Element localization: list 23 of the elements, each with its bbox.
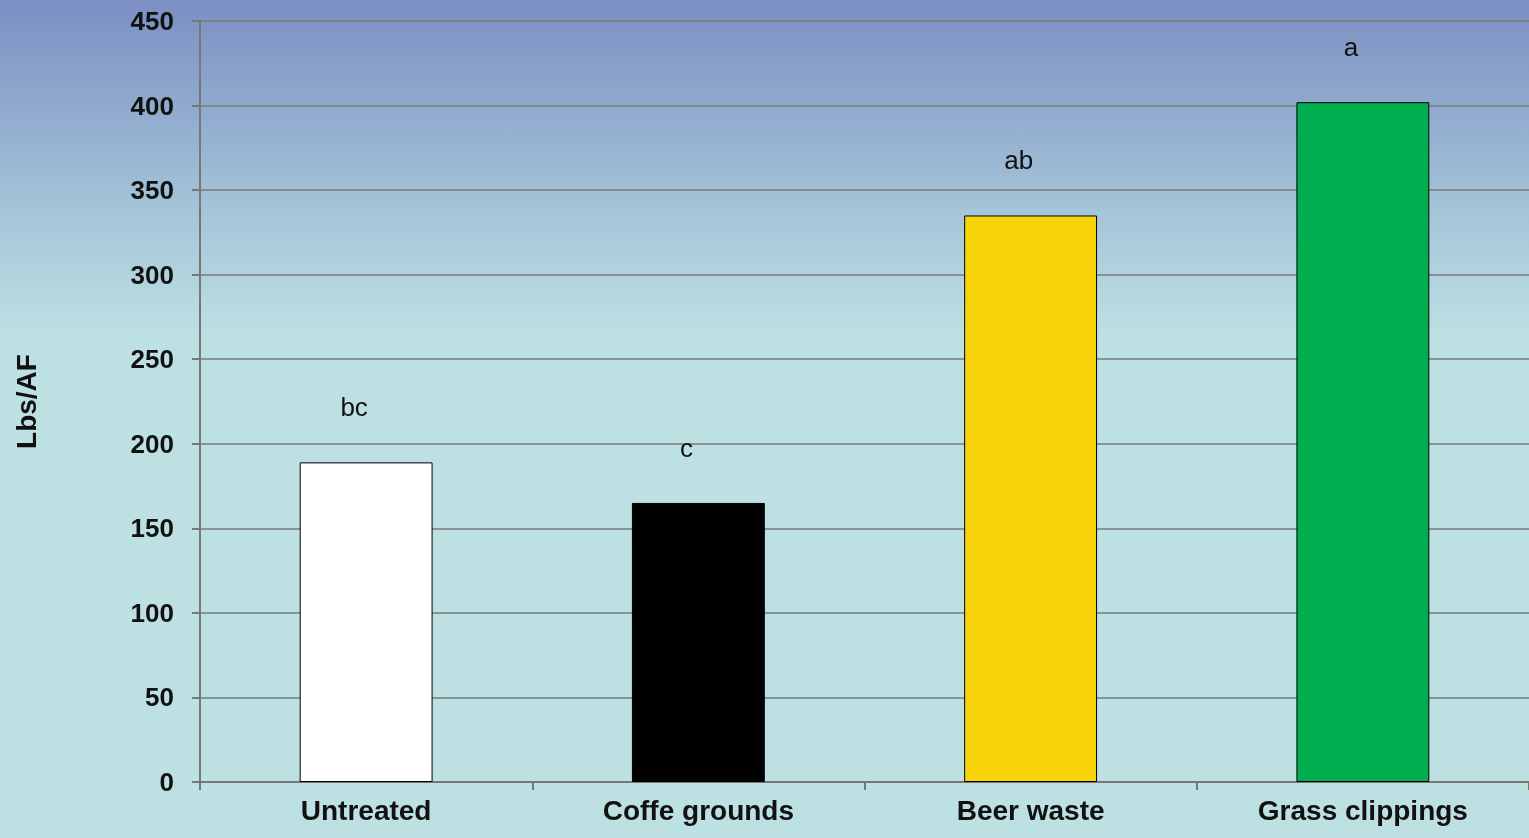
y-tick-label: 400: [130, 90, 174, 121]
x-tick-label: Untreated: [300, 794, 432, 826]
bar: [1296, 102, 1430, 782]
y-tick-label: 200: [130, 428, 174, 459]
annotation: a: [1343, 32, 1359, 63]
y-tick-label: 250: [130, 344, 174, 375]
y-tick-label: 0: [159, 767, 174, 797]
annotation: c: [679, 432, 693, 463]
annotation: bc: [340, 392, 368, 423]
y-tick-label: 350: [130, 175, 174, 206]
x-tick-label: Beer waste: [956, 794, 1105, 826]
x-tick-label: Grass clippings: [1257, 794, 1468, 826]
y-tick-label: 300: [130, 259, 174, 290]
bar: [631, 502, 765, 782]
y-tick-label: 150: [130, 513, 174, 544]
y-tick-label: 450: [130, 6, 174, 36]
y-axis-title: Lbs/AF: [10, 354, 42, 449]
bar: [299, 462, 433, 782]
x-tick-label: Coffe grounds: [602, 794, 795, 826]
bar: [964, 215, 1098, 782]
y-tick-label: 100: [130, 597, 174, 628]
annotation: ab: [1004, 145, 1034, 176]
y-tick-label: 50: [145, 682, 174, 713]
